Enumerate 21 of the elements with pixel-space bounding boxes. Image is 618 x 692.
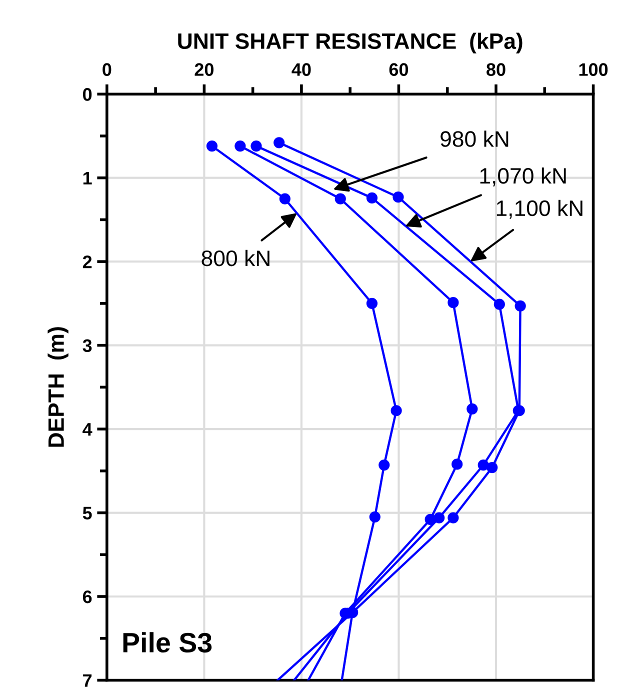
- annotation: 800 kN: [202, 250, 270, 266]
- annotation: 1,100 kN: [496, 200, 582, 219]
- y-tick-label: 5: [82, 506, 92, 520]
- annotation: 1,070 kN: [480, 167, 566, 186]
- annotation: 980 kN: [440, 130, 508, 147]
- x-tick-label: 0: [102, 63, 112, 76]
- x-tick-label: 80: [486, 63, 506, 76]
- y-tick-label: 1: [83, 172, 92, 184]
- y-tick-label: 2: [82, 256, 92, 268]
- x-axis-title: UNIT SHAFT RESISTANCE (kPa): [178, 32, 522, 54]
- y-tick-label: 6: [82, 590, 92, 604]
- y-tick-label: 7: [83, 674, 92, 687]
- x-tick-label: 100: [579, 63, 608, 76]
- y-axis-title: DEPTH (m): [48, 327, 68, 447]
- x-tick-label: 20: [194, 63, 214, 76]
- annotation: Pile S3: [123, 632, 212, 653]
- x-tick-label: 40: [292, 63, 311, 76]
- y-tick-label: 3: [82, 339, 92, 352]
- y-tick-label: 0: [83, 88, 92, 101]
- x-tick-label: 60: [389, 63, 408, 76]
- y-tick-label: 4: [82, 423, 92, 436]
